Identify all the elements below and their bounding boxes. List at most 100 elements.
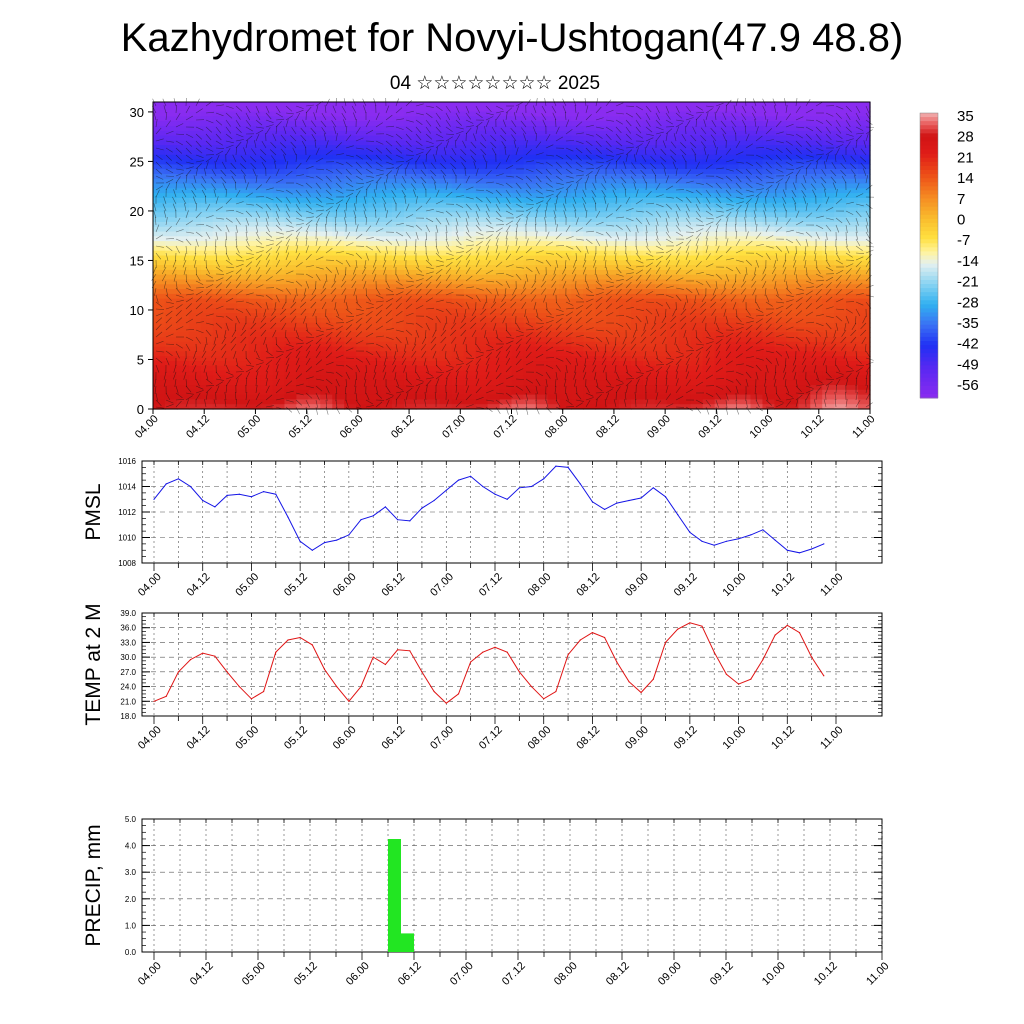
field-cell <box>272 269 286 276</box>
field-cell <box>296 250 309 257</box>
field-cell <box>439 337 453 343</box>
field-cell <box>272 389 286 396</box>
field-cell <box>702 212 716 218</box>
wind-barb <box>295 174 304 177</box>
field-cell <box>188 212 202 218</box>
wind-barb <box>155 161 162 168</box>
field-cell <box>511 197 525 204</box>
wind-barb <box>505 154 510 163</box>
field-cell <box>810 322 823 329</box>
field-cell <box>392 125 405 132</box>
field-cell <box>822 245 835 252</box>
field-cell <box>451 361 465 367</box>
field-cell <box>750 269 764 276</box>
field-cell <box>834 298 847 305</box>
field-cell <box>559 341 572 348</box>
field-cell <box>463 370 477 377</box>
wind-barb <box>815 101 824 107</box>
wind-barb <box>285 189 293 195</box>
wind-barb <box>565 129 573 135</box>
field-cell <box>547 260 560 266</box>
field-cell <box>619 255 632 261</box>
field-cell <box>200 375 214 381</box>
field-cell <box>284 399 297 405</box>
field-cell <box>523 380 536 386</box>
field-cell <box>200 241 214 247</box>
field-cell <box>236 159 250 165</box>
field-cell <box>738 178 752 185</box>
wind-barb <box>243 175 247 184</box>
field-cell <box>332 385 345 391</box>
field-cell <box>344 149 357 156</box>
wind-barb <box>475 196 483 203</box>
field-cell <box>786 236 799 242</box>
wind-barb <box>660 162 667 170</box>
field-cell <box>774 135 787 141</box>
field-cell <box>236 322 250 329</box>
field-cell <box>272 346 286 353</box>
field-cell <box>260 346 274 353</box>
field-cell <box>164 130 178 137</box>
field-cell <box>308 202 321 209</box>
wind-barb <box>355 137 364 142</box>
field-cell <box>415 236 429 242</box>
wind-barb <box>345 145 354 149</box>
field-cell <box>356 159 369 165</box>
field-cell <box>332 370 345 377</box>
field-cell <box>212 255 226 261</box>
wind-barb <box>742 105 747 114</box>
wind-barb <box>755 175 763 182</box>
field-cell <box>810 145 823 151</box>
field-cell <box>846 193 859 199</box>
field-cell <box>403 188 417 194</box>
wind-barb <box>205 203 211 212</box>
field-cell <box>272 169 286 175</box>
field-cell <box>714 116 728 122</box>
wind-barb <box>325 168 334 173</box>
wind-barb <box>325 140 329 149</box>
field-cell <box>714 178 728 185</box>
field-cell <box>762 260 775 266</box>
field-cell <box>523 313 536 319</box>
field-cell <box>786 404 799 410</box>
field-cell <box>846 102 859 108</box>
field-cell <box>607 197 620 204</box>
field-cell <box>236 164 250 170</box>
field-cell <box>236 140 250 146</box>
field-cell <box>475 351 489 357</box>
field-cell <box>690 293 704 300</box>
field-cell <box>810 332 823 338</box>
field-cell <box>427 231 441 237</box>
field-cell <box>834 399 847 405</box>
field-cell <box>607 337 620 343</box>
field-cell <box>702 269 716 276</box>
field-cell <box>487 317 501 324</box>
field-cell <box>415 193 429 199</box>
wind-barb <box>391 190 397 198</box>
wind-barb <box>175 154 182 161</box>
field-cell <box>427 389 441 396</box>
field-cell <box>607 274 620 281</box>
wind-barb <box>422 161 427 170</box>
field-cell <box>547 178 560 185</box>
wind-barb <box>552 112 557 121</box>
field-cell <box>248 121 262 127</box>
field-cell <box>595 332 608 338</box>
wind-barb <box>275 105 281 113</box>
field-cell <box>834 351 847 357</box>
wind-barb <box>765 119 769 128</box>
field-cell <box>236 385 250 391</box>
field-cell <box>762 149 775 156</box>
field-cell <box>296 106 309 113</box>
wind-barb <box>610 176 617 184</box>
field-cell <box>559 361 572 367</box>
field-cell <box>571 140 584 146</box>
field-cell <box>296 341 309 348</box>
field-cell <box>858 130 871 137</box>
field-cell <box>690 265 704 271</box>
field-cell <box>487 207 501 213</box>
field-cell <box>451 332 465 338</box>
field-cell <box>786 385 799 391</box>
field-cell <box>308 241 321 247</box>
field-cell <box>619 337 632 343</box>
